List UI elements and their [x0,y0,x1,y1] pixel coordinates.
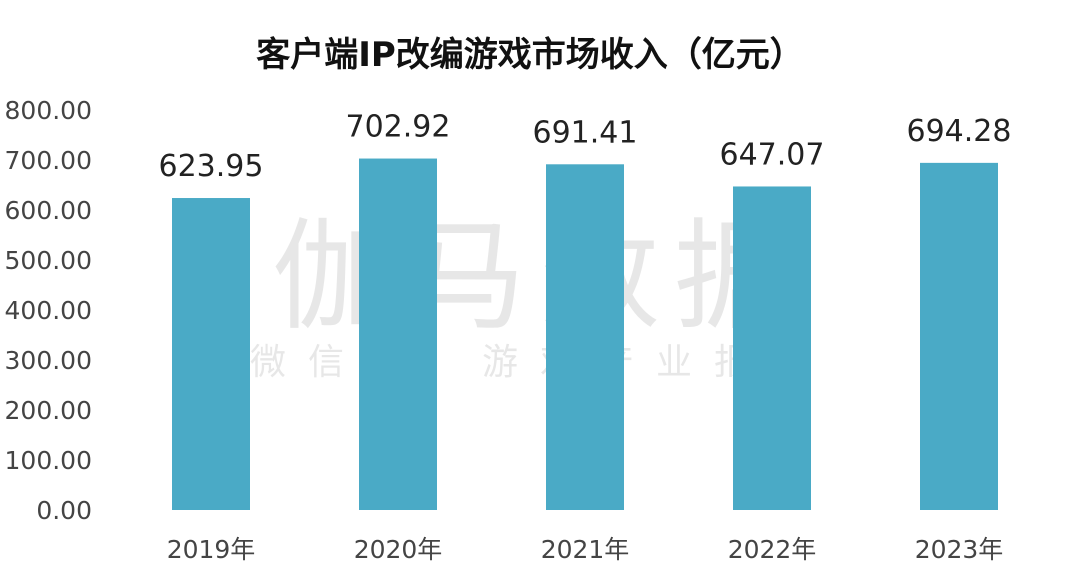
x-tick-label: 2022年 [728,535,817,564]
bar-value-label: 623.95 [159,149,264,184]
y-axis-ticks: 0.00 100.00 200.00 300.00 400.00 500.00 600.00… [5,96,92,525]
y-tick-label: 600.00 [5,196,92,225]
bar [546,164,624,511]
x-tick-label: 2020年 [354,535,443,564]
watermark-sub: 微信号：游戏产业报告 [250,342,830,383]
bar [733,186,811,510]
bar [920,162,998,511]
chart-title: 客户端IP改编游戏市场收入（亿元） [256,35,804,75]
y-tick-label: 100.00 [5,446,92,475]
y-tick-label: 200.00 [5,396,92,425]
y-tick-label: 700.00 [5,146,92,175]
data-labels: 623.95 702.92 691.41 647.07 694.28 [159,110,1012,184]
y-tick-label: 0.00 [36,496,92,525]
y-tick-label: 400.00 [5,296,92,325]
bar [172,198,250,510]
y-tick-label: 300.00 [5,346,92,375]
x-tick-label: 2023年 [915,535,1004,564]
x-tick-label: 2021年 [541,535,630,564]
bar-value-label: 694.28 [907,114,1012,149]
y-tick-label: 800.00 [5,96,92,125]
bar-value-label: 647.07 [720,137,825,172]
bars [172,158,998,511]
watermark-main: 伽马数据 [272,208,808,347]
bar [359,158,437,511]
x-tick-label: 2019年 [167,535,256,564]
bar-value-label: 691.41 [533,115,638,150]
y-tick-label: 500.00 [5,246,92,275]
x-axis-ticks: 2019年 2020年 2021年 2022年 2023年 [167,535,1004,564]
bar-value-label: 702.92 [346,110,451,145]
